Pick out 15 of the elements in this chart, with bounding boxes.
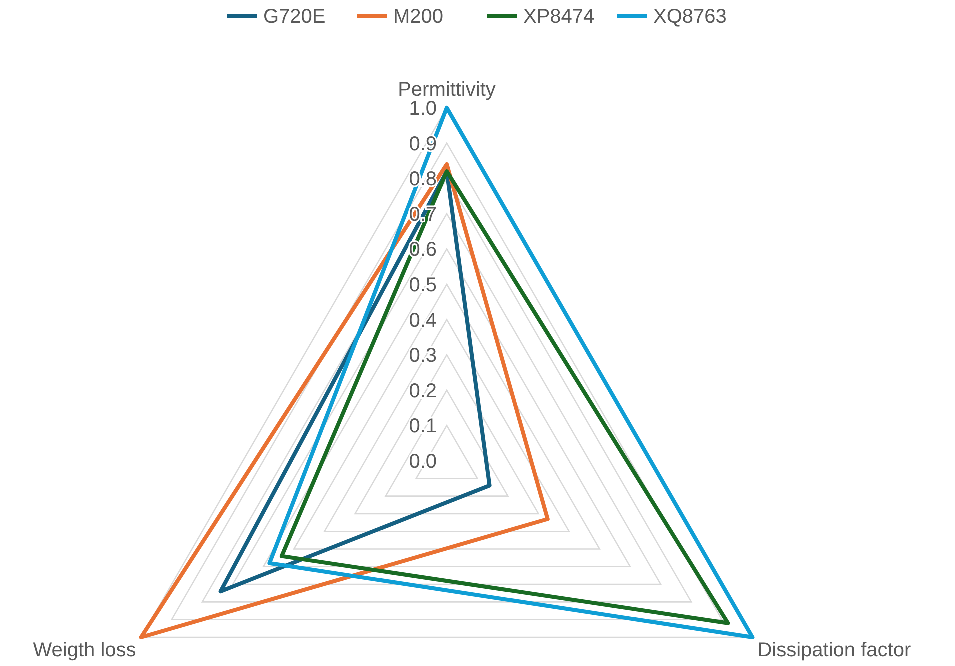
legend-label: M200 — [394, 6, 444, 28]
spoke-label: Weigth loss — [33, 640, 136, 662]
y-tick-label: 0.0 — [409, 451, 437, 473]
y-tick-label: 1.0 — [409, 98, 437, 120]
y-tick-label: 0.5 — [409, 274, 437, 296]
y-tick-label: 0.1 — [409, 416, 437, 438]
legend-label: G720E — [264, 6, 326, 28]
y-tick-label: 0.3 — [409, 345, 437, 368]
y-tick-label: 0.4 — [409, 310, 437, 332]
y-tick-label: 0.2 — [409, 380, 437, 402]
y-tick-label: 0.7 — [409, 204, 437, 226]
legend-label: XQ8763 — [654, 6, 727, 28]
spoke-label: Permittivity — [398, 79, 496, 101]
spoke-label: Dissipation factor — [758, 640, 912, 662]
legend-label: XP8474 — [524, 6, 595, 28]
